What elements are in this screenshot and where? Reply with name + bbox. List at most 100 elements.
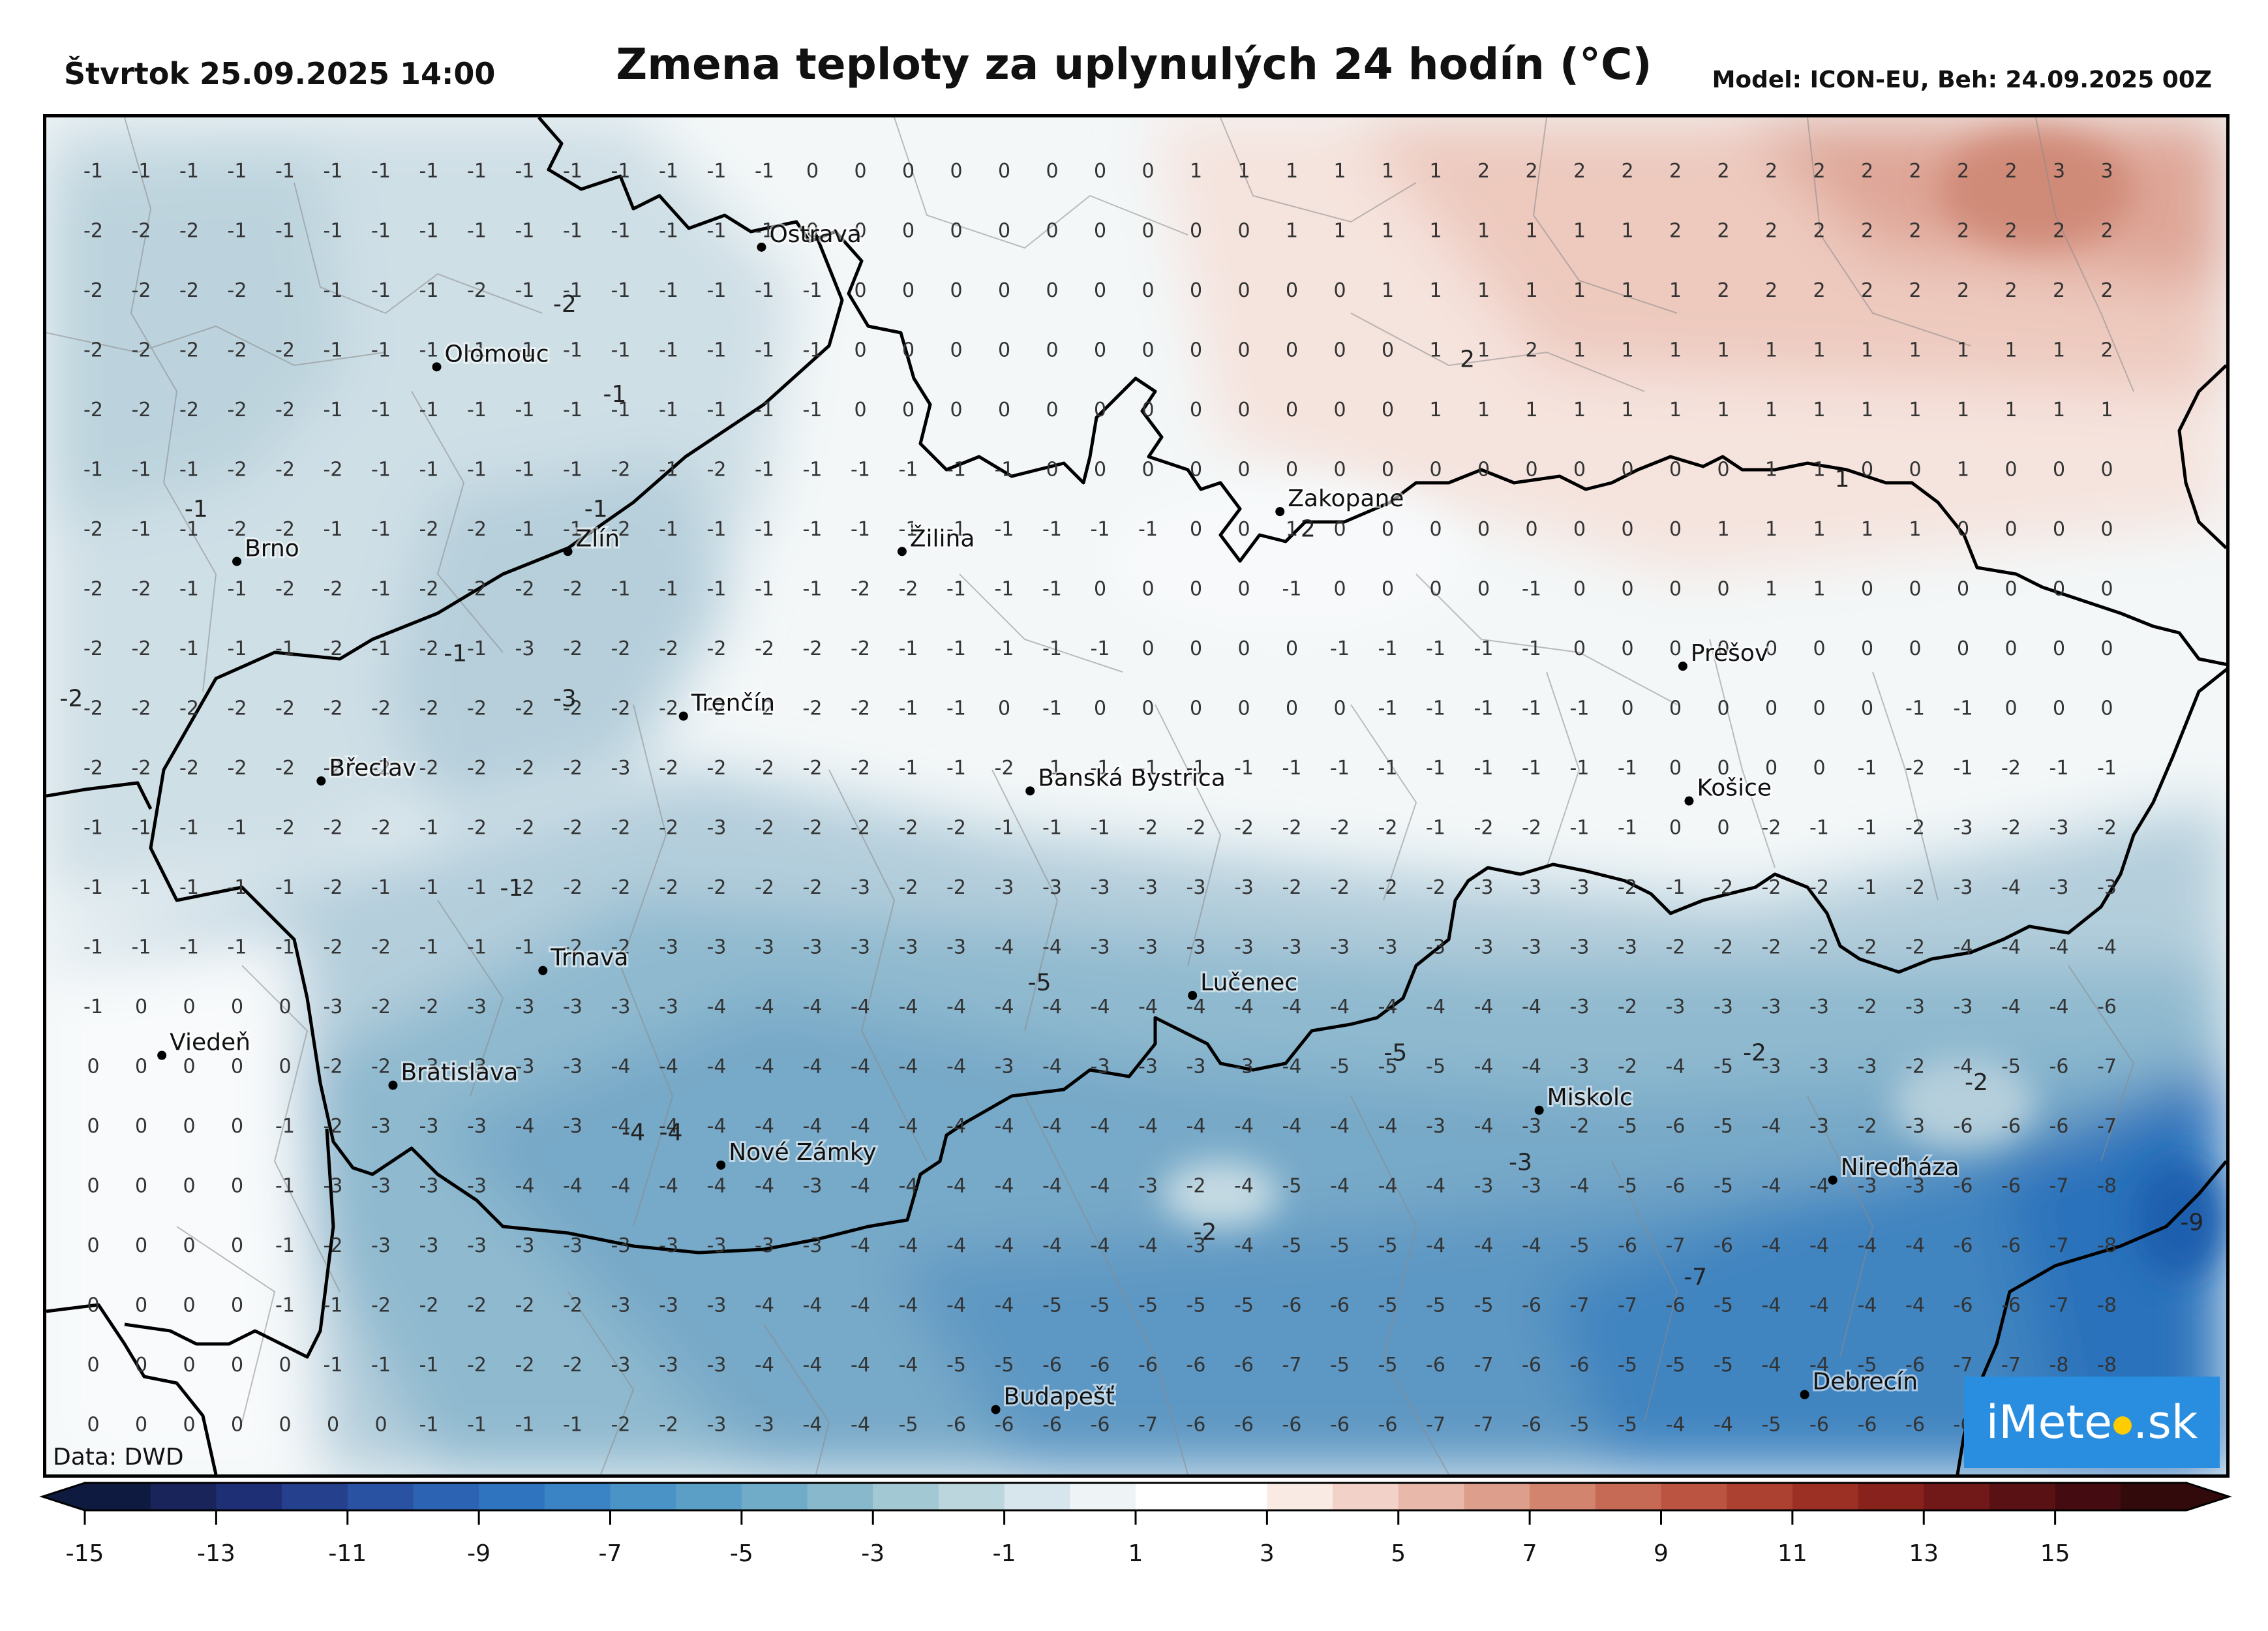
grid-value: -2 [611, 936, 631, 959]
grid-value: 2 [1765, 160, 1777, 183]
grid-value: 0 [1094, 578, 1106, 601]
grid-value: -1 [659, 459, 678, 481]
grid-value: -2 [851, 817, 870, 840]
grid-value: -4 [1138, 1115, 1158, 1138]
grid-value: -1 [1858, 876, 1877, 899]
grid-value: -1 [132, 160, 151, 183]
grid-value: -3 [1809, 1056, 1829, 1078]
grid-value: -5 [1714, 1294, 1733, 1317]
grid-value: -2 [515, 876, 535, 899]
grid-value: -6 [1187, 1354, 1206, 1377]
grid-value: -2 [1809, 876, 1829, 899]
grid-value: 0 [87, 1414, 99, 1437]
grid-value: -1 [132, 936, 151, 959]
grid-value: -6 [2001, 1234, 2021, 1257]
grid-value: -1 [83, 817, 103, 840]
grid-value: -3 [2049, 876, 2069, 899]
grid-value: -4 [899, 996, 918, 1018]
grid-value: -1 [371, 160, 391, 183]
grid-value: -2 [563, 936, 582, 959]
grid-value: 0 [1142, 578, 1154, 601]
grid-value: -2 [179, 757, 199, 780]
grid-value: -4 [803, 996, 823, 1018]
grid-value: 0 [1094, 399, 1106, 421]
grid-value: -2 [275, 459, 295, 481]
district-line [1807, 117, 1971, 346]
grid-value: -2 [659, 1414, 678, 1437]
grid-value: 0 [87, 1294, 99, 1317]
grid-value: 1 [1909, 339, 1921, 362]
grid-value: -4 [995, 1234, 1014, 1257]
grid-value: 1 [1525, 220, 1537, 243]
city-marker: Prešov [1678, 638, 1770, 671]
grid-value: -2 [1714, 876, 1733, 899]
color-scale-ticks: -15 -13 -11 -9 -7 -5 -3 -1 1 3 5 7 9 11 13 15 [66, 1510, 2070, 1567]
grid-value: -6 [2049, 1056, 2069, 1078]
contour-label: -3 [553, 685, 577, 712]
grid-value: -4 [1762, 1115, 1781, 1138]
grid-value: -1 [1091, 817, 1110, 840]
grid-value: 0 [2100, 578, 2113, 601]
grid-value: -4 [1905, 1294, 1925, 1317]
grid-value: 0 [135, 996, 147, 1018]
grid-value: 0 [1142, 399, 1154, 421]
grid-value: -2 [228, 757, 247, 780]
grid-value: -5 [1138, 1294, 1158, 1317]
temperature-map[interactable]: -1 -1 -1 -1 -1 -1 -1 -1 -1 -1 -1 -1 -1 -1 -1 0 0 0 0 0 0 0 0 1 1… [43, 114, 2230, 1478]
grid-value: 0 [998, 160, 1010, 183]
contour-label: -2 [1965, 1069, 1988, 1096]
grid-value: 2 [2100, 279, 2113, 302]
grid-value: 2 [2053, 279, 2065, 302]
contour-label: -1 [500, 875, 523, 902]
grid-value: -2 [851, 578, 870, 601]
grid-value: -2 [132, 399, 151, 421]
grid-value: -1 [2097, 757, 2117, 780]
grid-value: -2 [1762, 876, 1781, 899]
grid-value: 3 [2100, 160, 2113, 183]
grid-value: -2 [1905, 876, 1925, 899]
grid-value: -3 [611, 1294, 631, 1317]
grid-value: -2 [563, 697, 582, 720]
grid-value: -1 [515, 936, 535, 959]
grid-value: 0 [183, 1115, 195, 1138]
grid-value: -3 [1187, 1234, 1206, 1257]
grid-value: 0 [1717, 578, 1729, 601]
grid-value: -1 [707, 339, 727, 362]
grid-value: -3 [1809, 1115, 1829, 1138]
grid-value: -3 [755, 1414, 774, 1437]
grid-value: -1 [659, 160, 678, 183]
grid-value: -4 [899, 1294, 918, 1317]
grid-value: -2 [563, 1294, 582, 1317]
grid-value: -2 [515, 578, 535, 601]
grid-value: -5 [995, 1354, 1014, 1377]
grid-value: 0 [1190, 279, 1202, 302]
grid-value: -2 [803, 637, 823, 660]
grid-value: -2 [899, 876, 918, 899]
grid-value: -3 [467, 996, 487, 1018]
grid-value: 0 [950, 339, 962, 362]
grid-value: -1 [275, 637, 295, 660]
grid-value: 0 [902, 399, 915, 421]
grid-value: -4 [1330, 996, 1350, 1018]
city-marker: Nové Zámky [716, 1137, 879, 1170]
grid-value: 1 [1765, 518, 1777, 541]
grid-value: 0 [1861, 637, 1873, 660]
grid-value: 2 [1765, 279, 1777, 302]
grid-value: -3 [1522, 936, 1541, 959]
grid-value: -5 [1570, 1414, 1590, 1437]
grid-value: -2 [1282, 817, 1302, 840]
grid-value: -2 [1522, 817, 1541, 840]
grid-value: -7 [1954, 1354, 1973, 1377]
imeteo-logo[interactable]: iMete .sk [1964, 1377, 2220, 1468]
district-line [1350, 704, 1417, 901]
grid-value: -6 [1954, 1234, 1973, 1257]
grid-value: -3 [707, 817, 727, 840]
grid-value: 2 [2100, 220, 2113, 243]
city-dot [1828, 1175, 1837, 1185]
grid-value: -8 [2097, 1175, 2117, 1198]
color-scale-min-arrow [42, 1483, 85, 1510]
grid-value: -1 [1426, 637, 1445, 660]
grid-value: -3 [1858, 1056, 1877, 1078]
city-marker: Břeclav [316, 753, 418, 786]
grid-value: -6 [1378, 1414, 1398, 1437]
